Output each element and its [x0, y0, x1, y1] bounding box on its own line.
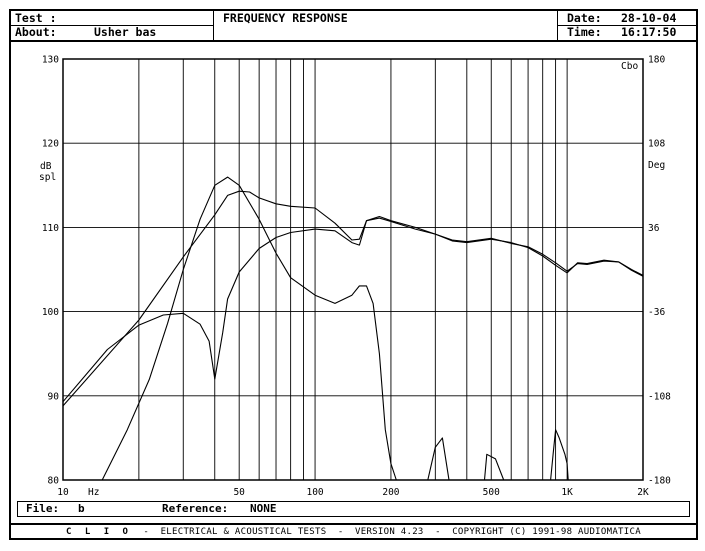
- y2-axis-label: Deg: [648, 160, 665, 171]
- date-value: 28-10-04: [621, 11, 677, 25]
- test-label: Test :: [15, 11, 57, 25]
- x-tick-label: 100: [306, 487, 323, 498]
- footer-brand: C L I O: [66, 527, 132, 537]
- x-axis-unit: Hz: [88, 487, 99, 498]
- y2-tick-label: 108: [648, 139, 665, 150]
- phase-curve: [101, 176, 397, 481]
- y-tick-label: 100: [42, 307, 59, 318]
- y-tick-label: 130: [42, 55, 59, 66]
- phase-curve: [550, 429, 569, 481]
- x-tick-label: 500: [483, 487, 500, 498]
- header-bar: Test : About: Usher bas FREQUENCY RESPON…: [11, 11, 696, 42]
- series-layer: [62, 176, 644, 481]
- about-value: Usher bas: [94, 25, 157, 39]
- header-row-divider: [11, 25, 213, 26]
- file-value: b: [78, 502, 85, 515]
- x-tick-label: 2K: [637, 487, 649, 498]
- reference-value: NONE: [250, 502, 277, 515]
- header-divider: [213, 11, 214, 40]
- phase-curve: [483, 453, 505, 481]
- reference-label: Reference:: [162, 502, 229, 515]
- report-title: FREQUENCY RESPONSE: [223, 11, 348, 25]
- grid-layer: [63, 59, 643, 480]
- y2-tick-label: -36: [648, 307, 665, 318]
- y2-tick-label: -180: [648, 476, 671, 487]
- date-label: Date:: [567, 11, 602, 25]
- footer-bar: C L I O - ELECTRICAL & ACOUSTICAL TESTS …: [11, 523, 696, 540]
- y-axis-label-db: dB: [40, 161, 52, 172]
- x-tick-label: 10: [57, 487, 69, 498]
- corner-label: Cbo: [621, 61, 638, 72]
- response-curve: [62, 217, 644, 403]
- y2-tick-label: -108: [648, 391, 671, 402]
- footer-text: - ELECTRICAL & ACOUSTICAL TESTS - VERSIO…: [143, 527, 641, 537]
- label-layer: 80 90 100 110 120 130 -180 -108 -36 36 108 180 10 50 1…: [42, 55, 671, 499]
- x-tick-label: 1K: [561, 487, 573, 498]
- time-value: 16:17:50: [621, 25, 677, 39]
- report-frame: Test : About: Usher bas FREQUENCY RESPON…: [9, 9, 698, 540]
- y2-tick-label: 180: [648, 55, 665, 66]
- plot-area-border: [62, 58, 644, 481]
- x-tick-label: 50: [233, 487, 245, 498]
- y-tick-label: 120: [42, 139, 59, 150]
- about-label: About:: [15, 25, 57, 39]
- header-row-divider: [557, 25, 696, 26]
- phase-curve: [427, 437, 450, 481]
- y2-tick-label: 36: [648, 223, 660, 234]
- y-tick-label: 90: [48, 391, 60, 402]
- x-tick-label: 200: [382, 487, 399, 498]
- time-label: Time:: [567, 25, 602, 39]
- y-tick-label: 110: [42, 223, 59, 234]
- y-axis-label-spl: spl: [39, 172, 56, 183]
- file-label: File:: [26, 502, 60, 515]
- y-tick-label: 80: [48, 476, 60, 487]
- file-bar: File: b Reference: NONE: [17, 501, 690, 517]
